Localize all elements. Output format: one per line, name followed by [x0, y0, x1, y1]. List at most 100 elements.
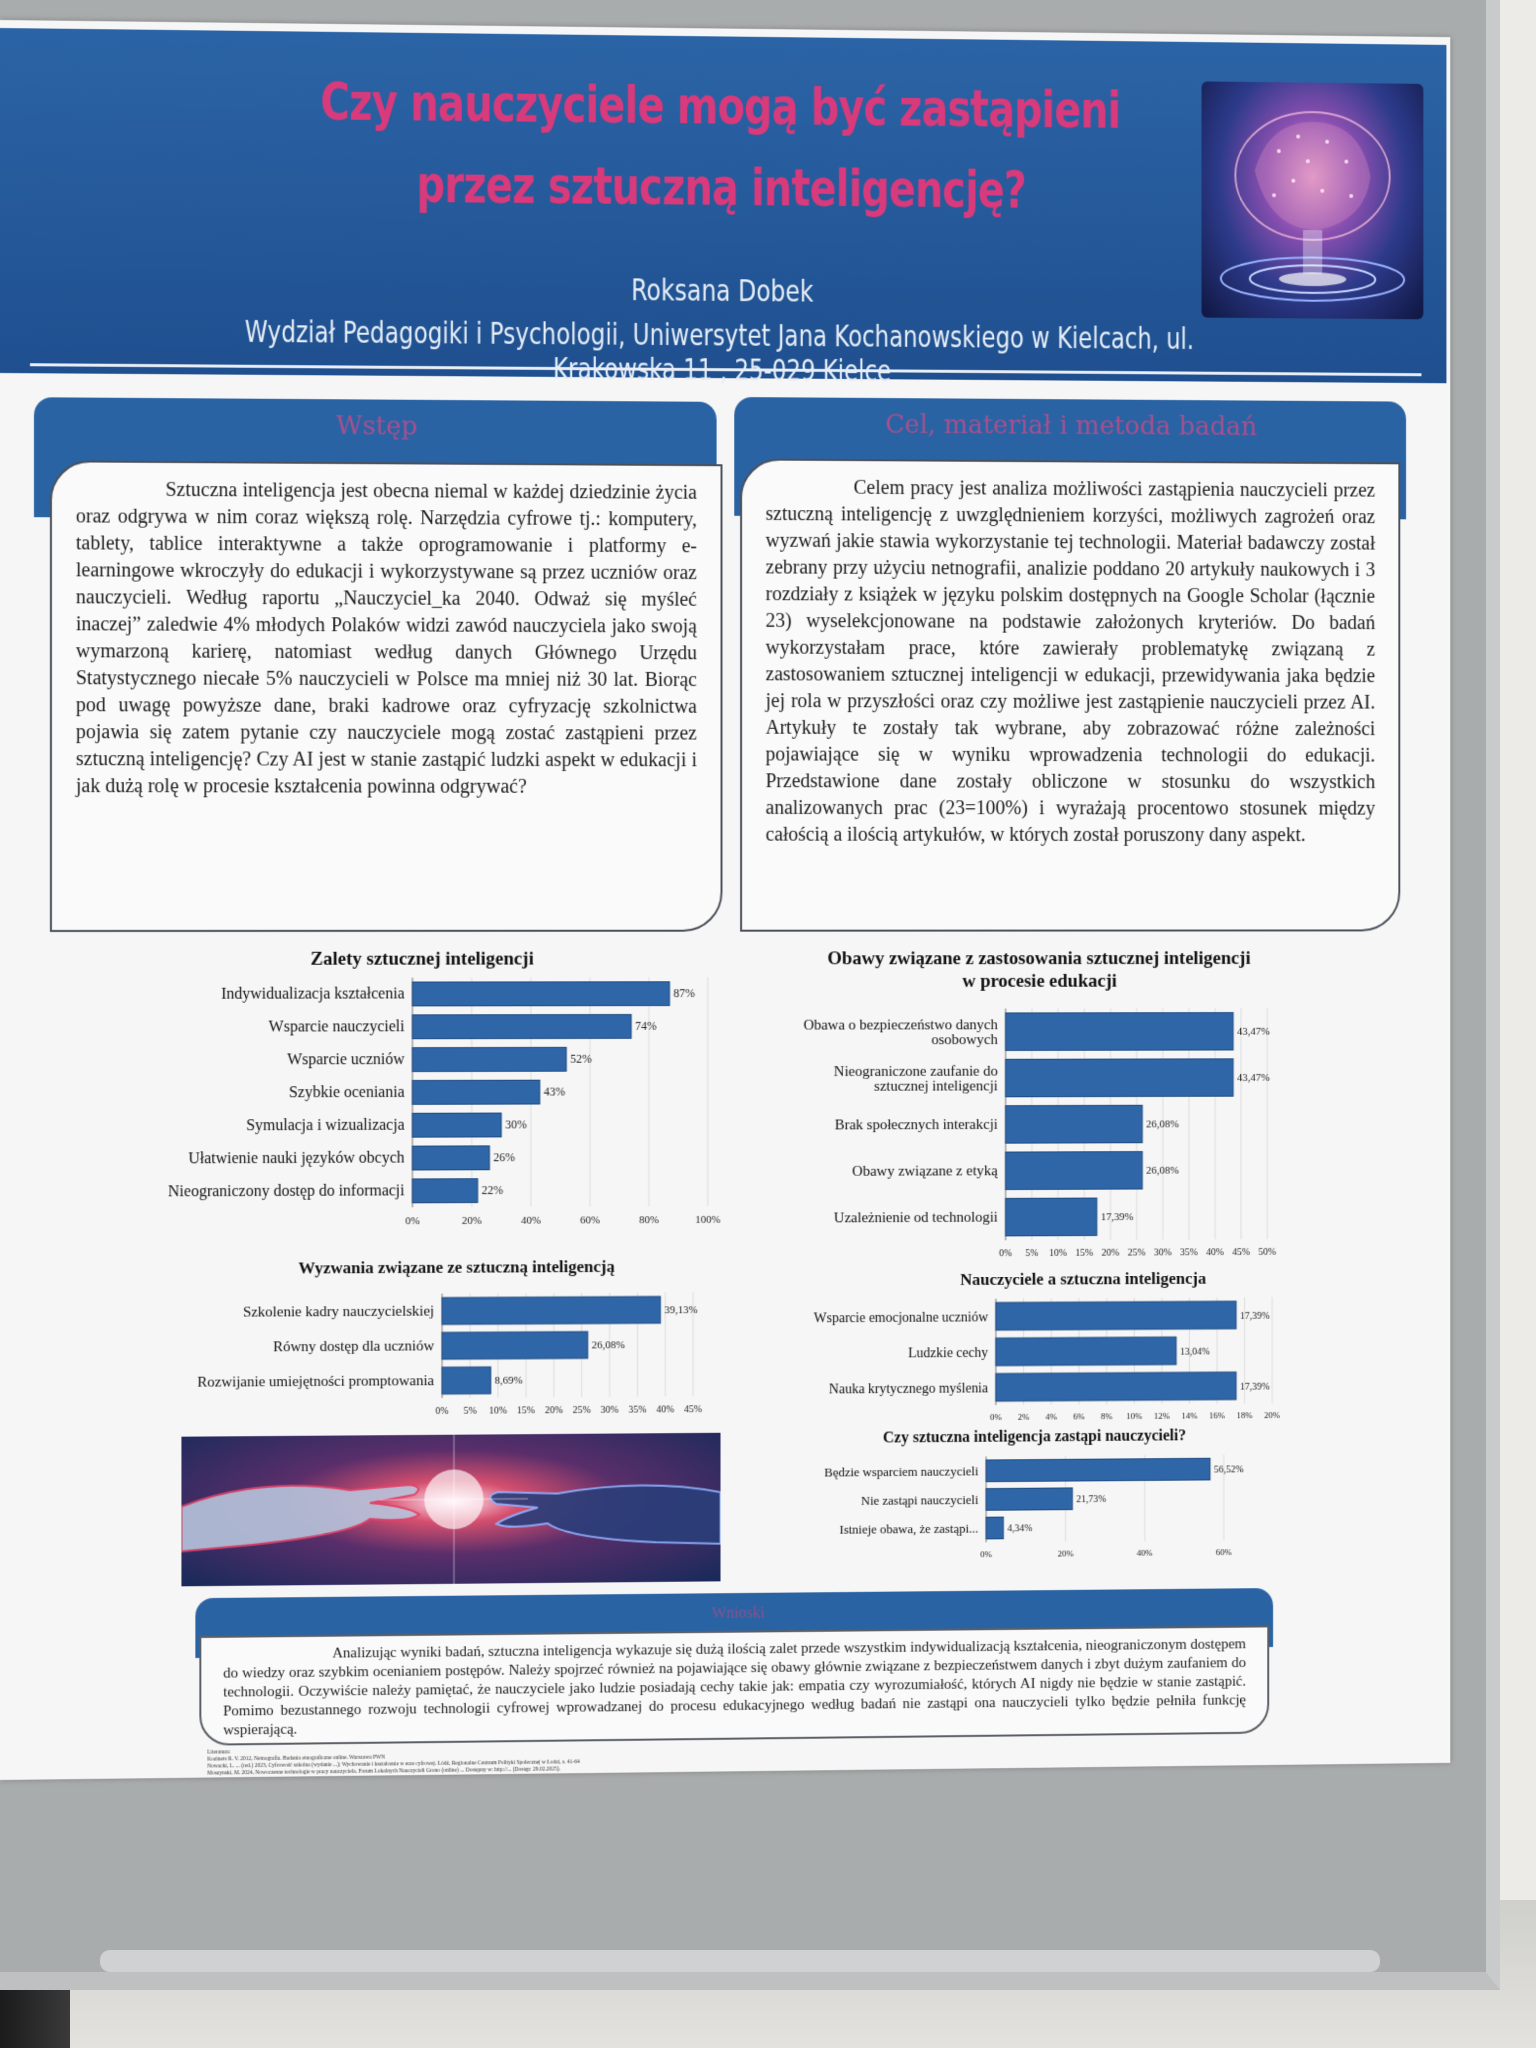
- data-label: 43,47%: [1237, 1073, 1270, 1085]
- x-tick-label: 12%: [1154, 1411, 1170, 1421]
- data-label: 43%: [544, 1085, 566, 1099]
- category-label: Będzie wsparciem nauczycieli: [824, 1464, 978, 1480]
- category-label: Nieograniczony dostęp do informacji: [168, 1183, 405, 1201]
- x-tick-label: 0%: [999, 1248, 1012, 1259]
- x-tick-label: 15%: [1075, 1248, 1093, 1259]
- data-label: 8,69%: [495, 1375, 523, 1387]
- category-label: Równy dostęp dla uczniów: [273, 1339, 434, 1356]
- x-tick-label: 0%: [436, 1406, 449, 1417]
- bar: [1006, 1013, 1234, 1051]
- bar: [986, 1458, 1210, 1481]
- title-line-1: Czy nauczyciele mogą być zastąpieni: [284, 61, 1156, 152]
- category-label: Obawa o bezpieczeństwo danych: [803, 1017, 998, 1033]
- x-tick-label: 6%: [1073, 1411, 1085, 1421]
- conclusion-textbox: Analizując wyniki badań, sztuczna inteli…: [199, 1625, 1269, 1745]
- data-label: 39,13%: [664, 1305, 697, 1317]
- data-label: 52%: [570, 1052, 592, 1066]
- data-label: 17,39%: [1240, 1311, 1270, 1322]
- bar: [412, 982, 669, 1006]
- chart-wyzwania-title: Wyzwania związane ze sztuczną inteligenc…: [199, 1255, 712, 1280]
- x-tick-label: 15%: [517, 1405, 535, 1416]
- category-label: Wsparcie uczniów: [287, 1052, 405, 1069]
- x-tick-label: 40%: [1137, 1548, 1153, 1558]
- x-tick-label: 60%: [1216, 1547, 1232, 1557]
- data-label: 22%: [482, 1184, 504, 1198]
- x-tick-label: 16%: [1209, 1410, 1225, 1420]
- data-label: 26%: [493, 1151, 515, 1165]
- category-label: Uzależnienie od technologii: [834, 1210, 998, 1227]
- bar: [442, 1332, 588, 1360]
- data-label: 21,73%: [1076, 1495, 1106, 1506]
- category-label: Istnieje obawa, że zastąpi...: [839, 1521, 978, 1537]
- category-label: Wsparcie nauczycieli: [269, 1019, 405, 1036]
- category-label: Szkolenie kadry nauczycielskiej: [243, 1304, 434, 1321]
- x-tick-label: 18%: [1237, 1410, 1253, 1420]
- bar: [1006, 1152, 1143, 1190]
- data-label: 43,47%: [1237, 1026, 1270, 1038]
- x-tick-label: 4%: [1045, 1412, 1057, 1422]
- x-tick-label: 14%: [1181, 1411, 1197, 1421]
- x-tick-label: 10%: [1126, 1411, 1142, 1421]
- x-tick-label: 30%: [1154, 1247, 1172, 1258]
- data-label: 26,08%: [592, 1340, 625, 1352]
- bar: [442, 1367, 491, 1394]
- chart-zalety-title: Zalety sztucznej inteligencji: [199, 948, 644, 971]
- x-tick-label: 100%: [695, 1214, 720, 1226]
- category-label: Ludzkie cechy: [908, 1346, 988, 1361]
- chart-nauczyciele: 0% 2% 4% 6% 8% 10% 12% 14% 16% 18% 20% 17,39% Wsparc…: [762, 1289, 1301, 1435]
- x-tick-label: 20%: [545, 1405, 563, 1416]
- x-tick-label: 30%: [601, 1405, 619, 1416]
- category-label: Ułatwienie nauki języków obcych: [188, 1150, 404, 1168]
- conclusion-heading: Wnioski: [195, 1588, 1273, 1628]
- category-label: Brak społecznych interakcji: [835, 1118, 998, 1134]
- category-label: Indywidualizacja kształcenia: [221, 986, 404, 1003]
- chart-obawy-title: Obawy związane z zastosowania sztucznej …: [820, 947, 1257, 993]
- x-tick-label: 25%: [573, 1405, 591, 1416]
- bar: [442, 1296, 660, 1324]
- data-label: 87%: [673, 987, 695, 1001]
- data-label: 17,39%: [1101, 1212, 1134, 1224]
- bar: [412, 1146, 489, 1170]
- x-tick-label: 35%: [1180, 1247, 1198, 1258]
- title-line-2: przez sztuczną inteligencję?: [284, 143, 1156, 233]
- category-label: Obawy związane z etyką: [852, 1164, 998, 1180]
- x-tick-label: 10%: [489, 1406, 507, 1417]
- bar: [996, 1301, 1236, 1330]
- bar: [996, 1337, 1176, 1366]
- intro-text: Sztuczna inteligencja jest obecna niemal…: [76, 476, 697, 801]
- data-label: 13,04%: [1180, 1347, 1210, 1358]
- bar: [1006, 1105, 1143, 1143]
- bar: [412, 1047, 566, 1071]
- brain-illustration: [1202, 81, 1424, 319]
- x-tick-label: 45%: [684, 1404, 702, 1415]
- bar: [986, 1517, 1003, 1539]
- chart-nauczyciele-title: Nauczyciele a sztuczna inteligencja: [869, 1267, 1296, 1292]
- category-label: sztucznej inteligencji: [874, 1079, 998, 1095]
- category-label: Nieograniczone zaufanie do: [834, 1064, 998, 1080]
- bar: [1006, 1198, 1097, 1236]
- poster-title: Czy nauczyciele mogą być zastąpieni prze…: [284, 61, 1156, 232]
- bar: [1006, 1059, 1234, 1097]
- x-tick-label: 2%: [1018, 1412, 1030, 1422]
- x-tick-label: 40%: [521, 1215, 541, 1227]
- x-tick-label: 40%: [656, 1404, 674, 1415]
- category-label: Szybkie oceniania: [289, 1084, 405, 1101]
- category-label: Nauka krytycznego myślenia: [829, 1382, 989, 1398]
- x-tick-label: 60%: [580, 1214, 600, 1226]
- method-heading: Cel, materiał i metoda badań: [734, 397, 1406, 443]
- bar: [986, 1488, 1072, 1510]
- data-label: 17,39%: [1240, 1382, 1270, 1393]
- intro-heading: Wstęp: [34, 397, 717, 443]
- chart-obawy: 0% 5% 10% 15% 20% 25% 30% 35% 40% 45% 50% 43,47% Oba…: [752, 998, 1296, 1261]
- data-label: 26,08%: [1146, 1119, 1179, 1131]
- x-tick-label: 5%: [463, 1406, 476, 1417]
- bar: [412, 1015, 631, 1039]
- x-tick-label: 20%: [1264, 1410, 1280, 1420]
- bar: [412, 1113, 501, 1137]
- category-label: osobowych: [931, 1032, 998, 1048]
- category-label: Rozwijanie umiejętności promptowania: [197, 1374, 434, 1391]
- method-textbox: Celem pracy jest analiza możliwości zast…: [740, 458, 1400, 931]
- hands-illustration: [181, 1433, 720, 1587]
- author-name: Roksana Dobek: [431, 272, 1011, 311]
- bar: [996, 1372, 1236, 1401]
